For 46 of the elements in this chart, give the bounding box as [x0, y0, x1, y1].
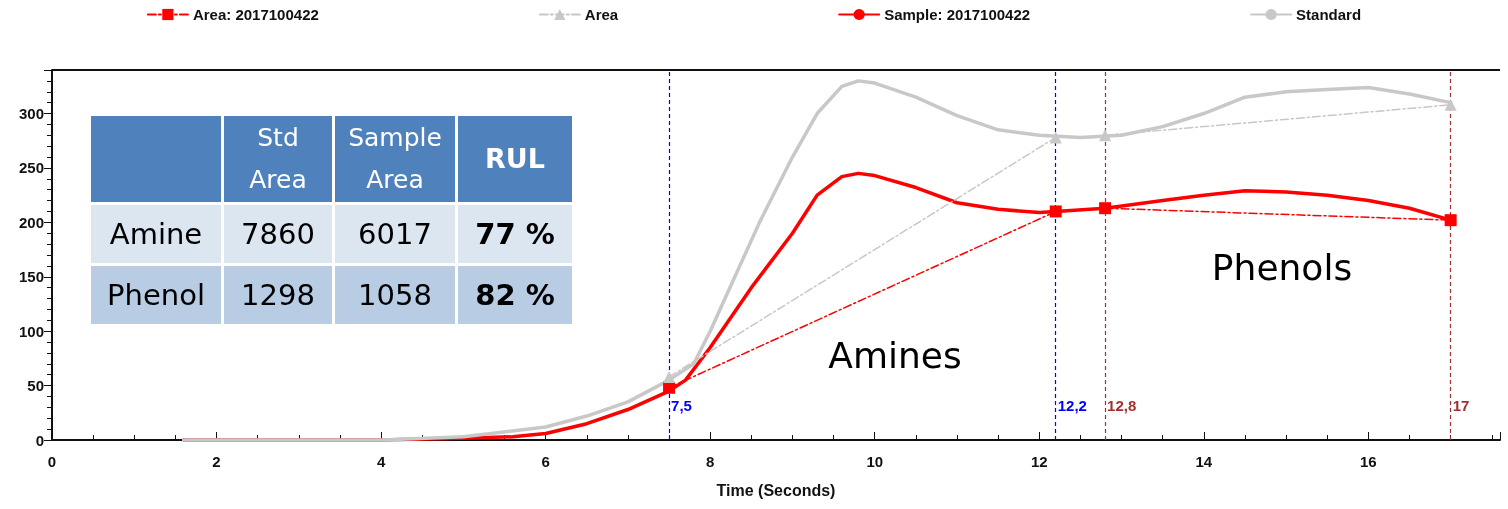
point — [1049, 131, 1062, 144]
point — [1049, 205, 1062, 218]
annotation: 82 % — [458, 266, 572, 324]
y-tick-label: 50 — [27, 377, 44, 395]
point — [663, 381, 676, 394]
y-tick-label: 250 — [18, 159, 44, 177]
point — [1099, 129, 1112, 142]
ref-line-label: 7,5 — [671, 397, 692, 414]
annotation: 1298 — [224, 266, 332, 324]
ref-line-label: 12,2 — [1057, 397, 1087, 414]
point — [1444, 98, 1457, 111]
y-tick-label: 200 — [18, 213, 44, 231]
y-tick-label: 300 — [18, 105, 44, 123]
x-tick-label: 4 — [376, 453, 386, 470]
annotation: Sample Area — [335, 116, 455, 202]
point — [1444, 214, 1457, 227]
x-tick-label: 0 — [47, 453, 57, 470]
x-axis-title: Time (Seconds) — [716, 481, 836, 499]
point — [663, 370, 676, 383]
ref-line-label: 12,8 — [1107, 397, 1137, 414]
y-tick-label: 100 — [18, 322, 44, 340]
x-tick-label: 8 — [706, 453, 715, 470]
annotation: 77 % — [458, 205, 572, 263]
x-tick-label: 2 — [212, 453, 221, 470]
annotation: Phenols — [1211, 246, 1353, 288]
x-tick-label: 12 — [1030, 453, 1048, 470]
y-tick-label: 150 — [18, 268, 44, 286]
legend-label: Area — [584, 6, 619, 23]
annotation: RUL — [458, 116, 572, 202]
legend-label: Standard — [1296, 6, 1362, 23]
ref-line-label: 17 — [1452, 397, 1470, 414]
annotation: 7860 — [224, 205, 332, 263]
x-tick-label: 16 — [1360, 453, 1377, 470]
x-tick-label: 10 — [866, 453, 884, 470]
point — [1099, 202, 1112, 215]
x-tick-label: 6 — [541, 453, 550, 470]
annotation: Amine — [91, 205, 221, 263]
annotation: Std Area — [224, 116, 332, 202]
annotation: 6017 — [335, 205, 455, 263]
annotation: 1058 — [335, 266, 455, 324]
legend-label: Area: 2017100422 — [192, 6, 319, 23]
legend-label: Sample: 2017100422 — [884, 6, 1031, 23]
x-tick-label: 14 — [1195, 453, 1213, 470]
y-tick-label: 0 — [35, 431, 44, 449]
annotation: Phenol — [91, 266, 221, 324]
annotation: Amines — [828, 334, 962, 376]
